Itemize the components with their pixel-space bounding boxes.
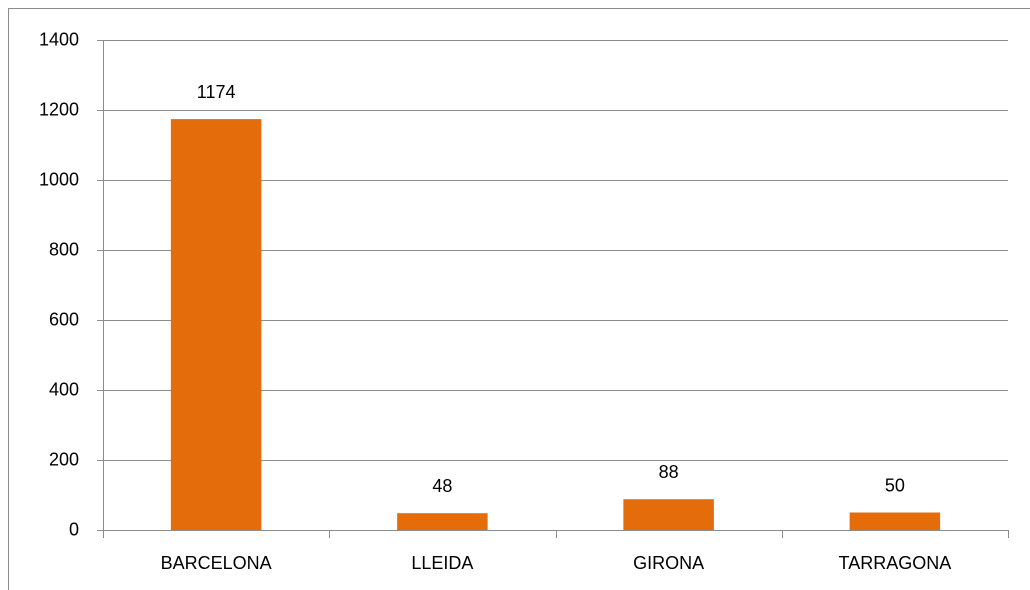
bar (170, 119, 262, 530)
chart-border (8, 8, 1030, 590)
x-tick-label: TARRAGONA (839, 553, 952, 573)
data-label: 1174 (197, 82, 236, 102)
y-tick-label: 200 (49, 449, 79, 469)
y-tick-label: 400 (49, 379, 79, 399)
y-tick-label: 600 (49, 309, 79, 329)
y-tick-label: 800 (49, 239, 79, 259)
y-tick-label: 1200 (39, 99, 79, 119)
bar (623, 499, 714, 530)
x-tick-label: BARCELONA (161, 553, 272, 573)
bar (397, 513, 488, 530)
y-tick-label: 1000 (39, 169, 79, 189)
x-tick-label: GIRONA (633, 553, 704, 573)
y-tick-label: 1400 (39, 29, 79, 49)
y-tick-label: 0 (69, 519, 79, 539)
x-tick-label: LLEIDA (411, 553, 473, 573)
data-label: 48 (432, 476, 452, 496)
data-label: 88 (659, 462, 679, 482)
data-label: 50 (885, 475, 905, 495)
bar (849, 512, 941, 530)
